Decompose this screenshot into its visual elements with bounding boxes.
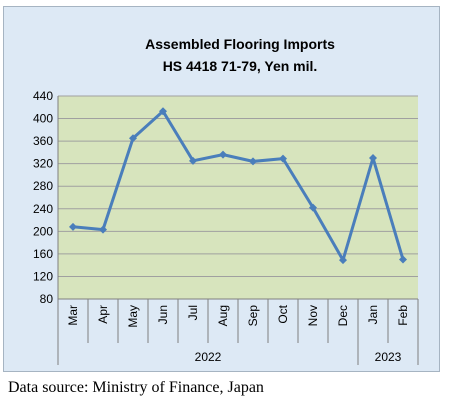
data-point [399, 255, 407, 264]
data-point [249, 157, 257, 166]
data-point [309, 203, 317, 212]
data-point [219, 150, 227, 159]
y-tick-label: 320 [33, 157, 53, 171]
year-label: 2022 [195, 350, 222, 364]
y-tick-label: 80 [40, 292, 54, 306]
year-label: 2023 [375, 350, 402, 364]
x-tick-label: Aug [216, 305, 230, 326]
x-tick-label: Sep [246, 305, 260, 327]
x-tick-label: Oct [276, 304, 290, 323]
data-point [279, 154, 287, 163]
line-chart: Assembled Flooring Imports HS 4418 71-79,… [33, 36, 419, 365]
x-tick-label: May [126, 305, 140, 328]
data-point [99, 225, 107, 234]
data-point [339, 256, 347, 265]
x-tick-label: Jul [186, 305, 200, 320]
chart-subtitle: HS 4418 71-79, Yen mil. [163, 58, 318, 74]
data-point [159, 107, 167, 116]
x-tick-label: Apr [96, 305, 110, 324]
y-tick-label: 240 [33, 202, 53, 216]
chart-frame: Assembled Flooring Imports HS 4418 71-79,… [3, 6, 440, 372]
y-tick-label: 440 [33, 89, 53, 103]
x-tick-label: Mar [66, 305, 80, 326]
data-point [69, 222, 77, 231]
series-line [72, 109, 405, 262]
y-tick-label: 400 [33, 112, 53, 126]
x-tick-label: Jan [366, 305, 380, 324]
y-tick-label: 160 [33, 247, 53, 261]
data-point [129, 134, 137, 143]
chart-title: Assembled Flooring Imports [145, 36, 335, 52]
data-point [189, 156, 197, 165]
data-point [369, 154, 377, 163]
source-note: Data source: Ministry of Finance, Japan [8, 379, 264, 396]
x-tick-label: Jun [156, 305, 170, 324]
plot-area [58, 96, 418, 299]
y-tick-label: 280 [33, 179, 53, 193]
x-tick-label: Feb [396, 305, 410, 326]
x-tick-label: Dec [336, 305, 350, 326]
y-tick-label: 360 [33, 134, 53, 148]
x-tick-label: Nov [306, 305, 320, 326]
y-tick-label: 200 [33, 224, 53, 238]
y-tick-label: 120 [33, 269, 53, 283]
